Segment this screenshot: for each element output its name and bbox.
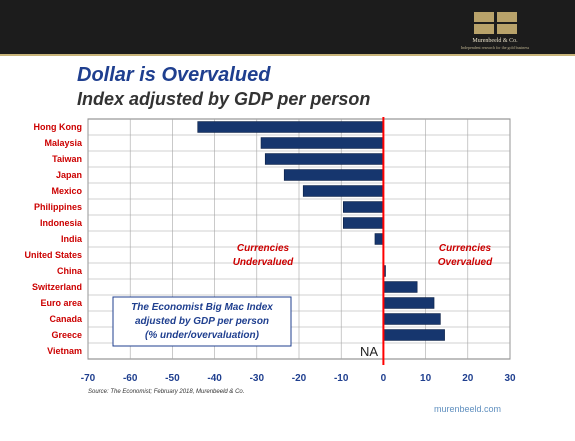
data-bar: [343, 217, 384, 229]
x-tick-label: -70: [81, 373, 96, 384]
category-label: Indonesia: [40, 218, 83, 228]
x-tick-label: 10: [420, 373, 432, 384]
data-bar: [302, 185, 384, 197]
category-label: Switzerland: [32, 282, 82, 292]
x-tick-label: -40: [207, 373, 222, 384]
na-label: NA: [360, 344, 378, 359]
category-label: China: [57, 266, 83, 276]
data-bar: [343, 201, 384, 213]
data-bar: [383, 313, 441, 325]
index-legend-text: The Economist Big Mac Index: [131, 302, 273, 313]
data-bar: [283, 169, 384, 181]
x-tick-label: -50: [165, 373, 180, 384]
category-label: Philippines: [34, 202, 82, 212]
x-tick-label: -10: [334, 373, 349, 384]
index-legend-text: (% under/overvaluation): [145, 330, 260, 341]
index-legend-box: [112, 296, 292, 347]
data-bar: [383, 281, 418, 293]
category-label: Greece: [51, 330, 82, 340]
x-tick-label: 30: [504, 373, 516, 384]
data-bar: [260, 137, 384, 149]
company-name: Murenbeeld & Co.: [472, 38, 518, 44]
overvalued-annotation: Currencies: [439, 243, 492, 254]
chart-subtitle: Index adjusted by GDP per person: [77, 89, 371, 109]
data-bar: [383, 329, 445, 341]
x-tick-label: -30: [250, 373, 265, 384]
category-label: Hong Kong: [34, 122, 83, 132]
category-label: India: [61, 234, 83, 244]
undervalued-annotation: Undervalued: [233, 257, 294, 268]
index-legend-text: adjusted by GDP per person: [135, 316, 269, 327]
website-link[interactable]: murenbeeld.com: [434, 404, 502, 414]
category-label: Canada: [49, 314, 83, 324]
category-label: Mexico: [51, 186, 82, 196]
overvalued-annotation: Overvalued: [438, 257, 493, 268]
category-label: Vietnam: [47, 346, 82, 356]
chart-title: Dollar is Overvalued: [77, 64, 271, 86]
data-bar: [264, 153, 384, 165]
company-logo-icon: [474, 12, 518, 34]
undervalued-annotation: Currencies: [237, 243, 290, 254]
header-bar: Murenbeeld & Co. Independent research fo…: [0, 0, 575, 54]
category-label: Malaysia: [44, 138, 83, 148]
company-tagline: Independent research for the gold busine…: [460, 45, 530, 50]
header-divider: [0, 54, 575, 56]
source-note: Source: The Economist; February 2018, Mu…: [88, 389, 245, 395]
x-tick-label: -20: [292, 373, 307, 384]
data-bar: [374, 233, 384, 245]
category-label: Euro area: [40, 298, 83, 308]
category-label: Taiwan: [52, 154, 82, 164]
data-bar: [383, 297, 435, 309]
category-label: United States: [24, 250, 82, 260]
category-label: Japan: [56, 170, 82, 180]
x-tick-label: 20: [462, 373, 474, 384]
x-tick-label: 0: [381, 373, 387, 384]
data-bar: [197, 121, 384, 133]
x-tick-label: -60: [123, 373, 138, 384]
